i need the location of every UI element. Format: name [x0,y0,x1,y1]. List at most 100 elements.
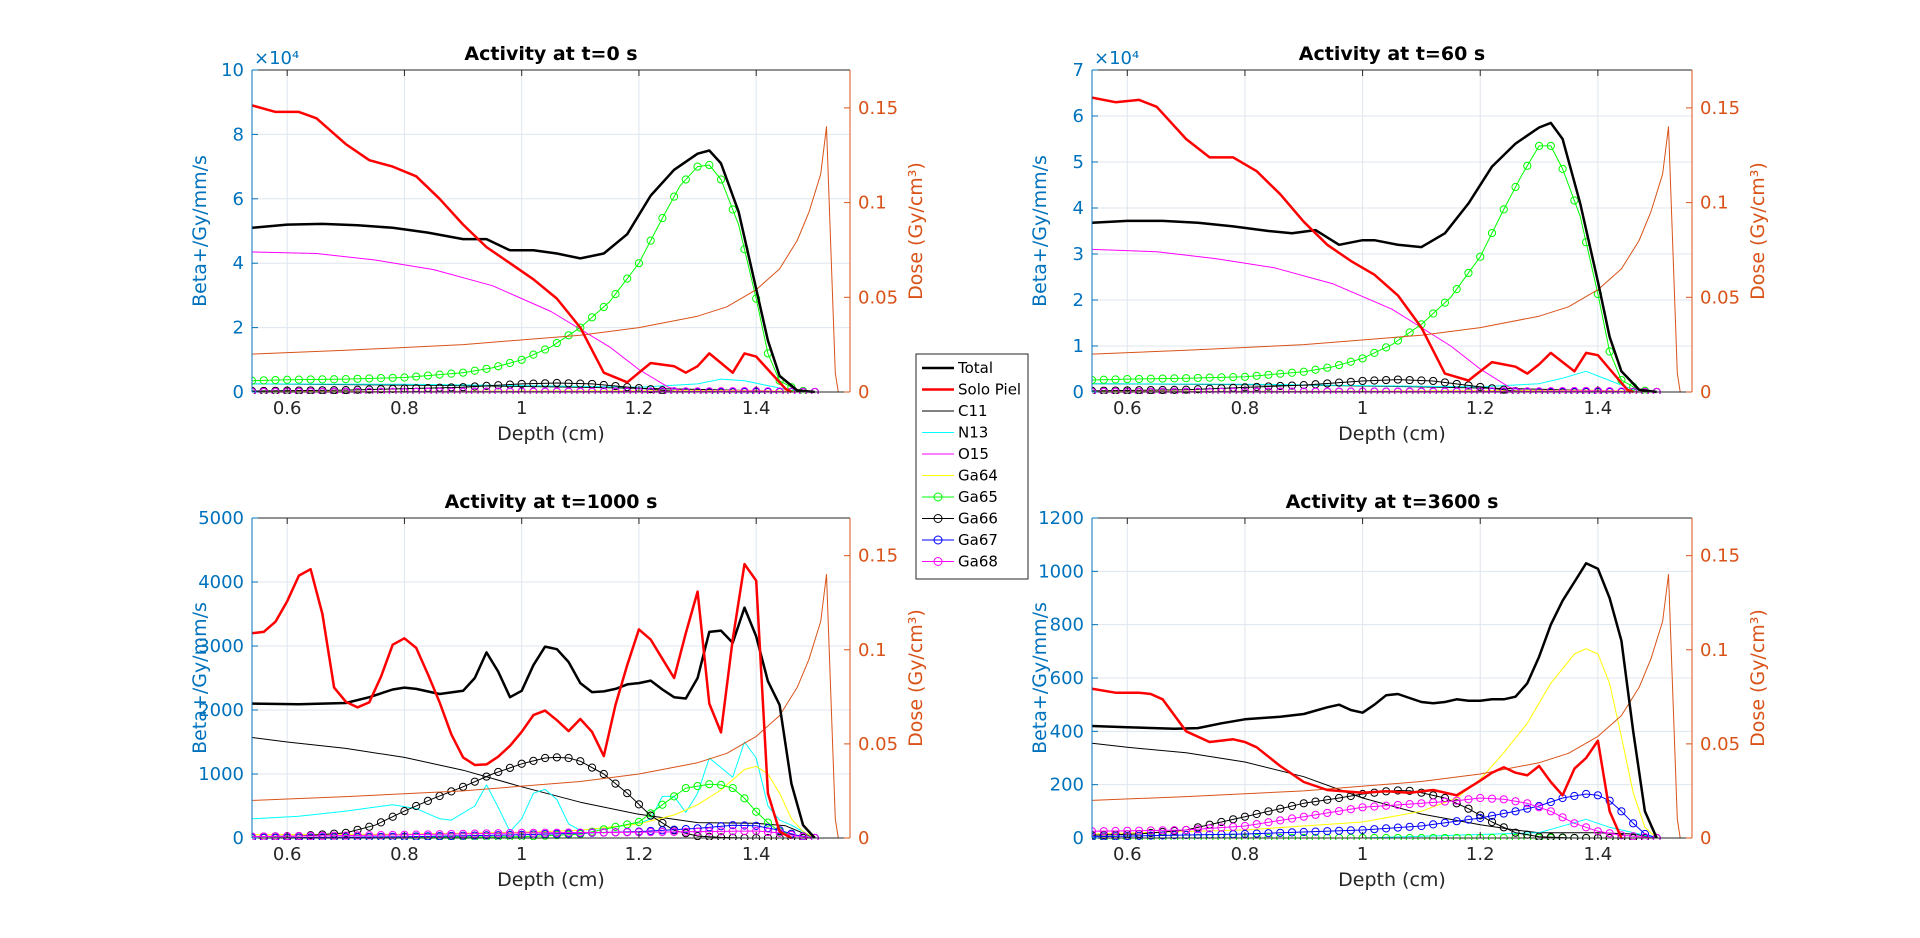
y-tick-label: 0 [233,828,244,849]
marker-ga68 [740,826,749,836]
marker-ga65 [1334,360,1344,370]
marker-ga66 [705,832,714,840]
marker-ga68 [1205,824,1214,833]
y-tick-label: 1000 [1038,561,1084,582]
x-axis-label: Depth (cm) [1338,423,1446,445]
legend-item-o15: O15 [922,445,989,463]
marker-ga66 [376,818,386,827]
marker-ga68 [1193,825,1202,834]
marker-ga65 [705,160,714,170]
y-tick-label: 3000 [198,636,244,657]
marker-ga68 [646,828,655,837]
marker-ga68 [1334,806,1344,816]
marker-ga68 [1464,387,1473,394]
marker-ga68 [1476,793,1485,803]
marker-ga66 [599,769,608,779]
legend-marker [933,535,943,545]
y-tick-label: 0 [1073,382,1084,403]
marker-ga65 [529,350,538,359]
marker-ga68 [1487,794,1497,803]
marker-ga67 [705,823,714,832]
y2-axis-label: Dose (Gy/cm³) [1747,162,1769,300]
marker-ga66 [412,801,421,811]
legend-item-ga66: Ga66 [922,510,998,528]
y-tick-label: 800 [1050,615,1084,636]
marker-ga66 [376,385,386,394]
marker-ga65 [1111,375,1120,384]
marker-ga67 [1593,791,1602,800]
marker-ga66 [1405,786,1414,795]
legend-label: Ga65 [958,488,998,506]
marker-ga68 [611,828,620,837]
marker-ga65 [564,331,573,340]
marker-ga68 [1570,386,1579,394]
y-axis-label: Beta+/Gy/mm/s [1029,155,1051,307]
marker-ga65 [423,371,432,380]
legend-label: Solo Piel [958,381,1021,399]
marker-ga68 [470,829,479,838]
y-tick-label: 7 [1073,60,1084,81]
series-line-total [1092,562,1658,839]
y-exponent-label: ×10⁴ [254,48,299,69]
marker-ga66 [576,379,585,388]
marker-ga68 [1134,826,1144,835]
marker-ga66 [1170,385,1179,394]
marker-ga67 [1417,821,1426,831]
y-axis-label: Beta+/Gy/mm/s [189,602,211,754]
x-tick-label: 1 [516,398,527,419]
chart-title: Activity at t=1000 s [445,491,658,513]
marker-ga65 [587,313,597,322]
marker-ga68 [1640,833,1650,840]
marker-ga65 [1558,164,1567,173]
marker-ga65 [646,236,655,245]
plot-area [1092,70,1692,392]
marker-ga66 [482,381,491,390]
marker-ga66 [1240,812,1250,821]
marker-ga68 [587,828,597,837]
legend-label: C11 [958,402,988,420]
y-tick-label: 2 [1073,290,1084,311]
marker-ga68 [1511,797,1520,806]
marker-ga65 [1287,368,1297,377]
marker-ga68 [541,828,550,837]
marker-ga65 [283,375,292,384]
marker-ga68 [705,387,714,394]
marker-ga67 [670,825,679,834]
marker-ga65 [306,375,315,384]
marker-ga68 [1629,832,1638,840]
marker-ga67 [1570,791,1579,801]
y-tick-label: 4000 [198,572,244,593]
x-tick-label: 0.8 [390,844,419,865]
marker-ga65 [505,358,515,368]
marker-ga65 [670,192,679,201]
marker-ga65 [458,368,468,377]
marker-ga68 [728,827,737,836]
marker-ga66 [611,779,620,788]
y2-axis-label: Dose (Gy/cm³) [905,609,927,747]
marker-ga68 [623,828,632,837]
marker-ga68 [681,827,690,836]
y2-tick-label: 0.1 [1700,640,1729,661]
marker-ga67 [1464,815,1473,824]
x-tick-label: 1.4 [742,398,771,419]
marker-ga66 [716,833,726,840]
marker-ga66 [1370,376,1379,385]
marker-ga66 [634,800,644,809]
marker-ga67 [1323,827,1332,836]
marker-ga67 [1264,829,1273,838]
marker-ga66 [1299,799,1308,808]
x-tick-label: 0.8 [390,398,419,419]
marker-ga68 [716,827,726,836]
marker-ga68 [1558,387,1567,394]
marker-ga66 [458,383,468,392]
plot-area [252,70,850,392]
marker-ga68 [252,832,257,840]
marker-ga65 [541,345,550,354]
marker-ga68 [1440,797,1450,806]
marker-ga66 [541,379,550,388]
marker-ga66 [1440,378,1450,387]
marker-ga66 [1346,377,1355,386]
marker-ga66 [623,789,632,798]
plot-area [252,518,850,838]
marker-ga66 [1287,801,1297,811]
